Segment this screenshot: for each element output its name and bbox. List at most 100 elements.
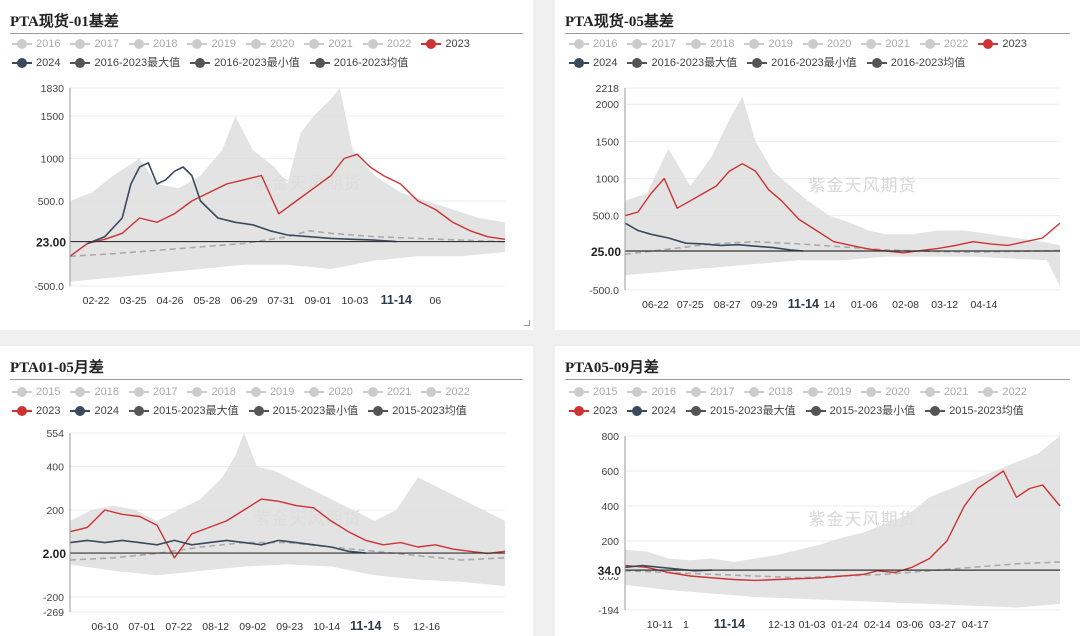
legend-label: 2016 bbox=[593, 38, 618, 50]
legend-item[interactable]: 2022 bbox=[919, 37, 968, 51]
legend-item[interactable]: 2017 bbox=[685, 385, 734, 399]
chart-title: PTA现货-01基差 bbox=[10, 14, 119, 30]
legend-item[interactable]: 2018 bbox=[685, 37, 735, 51]
series-line-2024 bbox=[87, 162, 397, 245]
min-max-range-band bbox=[70, 433, 505, 587]
legend-marker-icon bbox=[128, 406, 149, 416]
legend-label: 2018 bbox=[709, 38, 735, 50]
legend-item[interactable]: 2017 bbox=[627, 37, 676, 51]
series-line-2024 bbox=[69, 539, 366, 554]
legend-item[interactable]: 2015-2023最大值 bbox=[128, 404, 239, 418]
x-tick-label: 10-14 bbox=[313, 621, 340, 633]
legend-row: 2024 2016-2023最大值 2016-2023最小值 2016-2023均值 bbox=[569, 56, 975, 70]
legend-item[interactable]: 2022 bbox=[421, 385, 470, 399]
legend-item[interactable]: 2016 bbox=[627, 385, 676, 399]
legend-marker-icon bbox=[569, 39, 589, 49]
legend-item[interactable]: 2016 bbox=[569, 37, 617, 51]
legend-item[interactable]: 2023 bbox=[12, 404, 60, 418]
legend-label: 2016-2023最大值 bbox=[651, 57, 738, 69]
legend-item[interactable]: 2021 bbox=[304, 37, 353, 51]
legend-item[interactable]: 2016 bbox=[70, 385, 119, 399]
legend-item[interactable]: 2024 bbox=[627, 404, 676, 418]
legend-item[interactable]: 2015 bbox=[12, 385, 60, 399]
legend-label: 2023 bbox=[593, 405, 618, 417]
legend-label: 2022 bbox=[445, 386, 470, 398]
baseline-label: 34.0 bbox=[598, 564, 622, 578]
y-tick-label: 400 bbox=[46, 461, 64, 473]
legend-item[interactable]: 2016-2023最大值 bbox=[70, 56, 180, 70]
title-divider bbox=[10, 379, 523, 380]
x-tick-label: 12-16 bbox=[413, 621, 440, 633]
legend-marker-icon bbox=[627, 39, 648, 49]
legend-item[interactable]: 2015-2023最小值 bbox=[805, 404, 915, 418]
legend-item[interactable]: 2015-2023均值 bbox=[368, 404, 467, 418]
legend-marker-icon bbox=[70, 387, 91, 397]
legend-item[interactable]: 2023 bbox=[421, 37, 470, 51]
x-tick-label: 10-03 bbox=[341, 295, 368, 307]
legend-item[interactable]: 2023 bbox=[978, 37, 1027, 51]
title-divider bbox=[565, 33, 1070, 34]
legend-label: 2024 bbox=[36, 57, 61, 69]
legend-item[interactable]: 2015-2023最小值 bbox=[248, 404, 358, 418]
min-max-range-band bbox=[625, 96, 1060, 287]
legend-item[interactable]: 2017 bbox=[128, 385, 178, 399]
legend-label: 2017 bbox=[152, 386, 178, 398]
legend-item[interactable]: 2019 bbox=[187, 37, 236, 51]
legend-item[interactable]: 2016-2023最小值 bbox=[190, 56, 300, 70]
y-tick-label: -500.0 bbox=[589, 285, 619, 297]
legend-item[interactable]: 2016-2023最大值 bbox=[627, 56, 737, 70]
legend-item[interactable]: 2016-2023最小值 bbox=[747, 56, 857, 70]
legend-item[interactable]: 2018 bbox=[187, 385, 236, 399]
title-divider bbox=[10, 33, 523, 34]
legend-row: 2023 2024 2015-2023最大值 2015-2023最小值 2015-202… bbox=[12, 404, 477, 418]
legend-item[interactable]: 2020 bbox=[245, 37, 295, 51]
legend-marker-icon bbox=[569, 387, 589, 397]
x-tick-label: 04-17 bbox=[962, 619, 989, 631]
y-tick-label: 554 bbox=[46, 428, 64, 440]
baseline-label: 25.00 bbox=[591, 245, 621, 259]
legend-item[interactable]: 2022 bbox=[362, 37, 411, 51]
legend-item[interactable]: 2017 bbox=[70, 37, 119, 51]
legend-item[interactable]: 2015-2023均值 bbox=[925, 404, 1024, 418]
legend-item[interactable]: 2021 bbox=[919, 385, 968, 399]
legend-item[interactable]: 2024 bbox=[12, 56, 60, 70]
legend-marker-icon bbox=[187, 387, 208, 397]
chart-plot: 紫金天风期货 2218 2000 1500 1000 500.0 -500.0 25.00 06… bbox=[583, 83, 1061, 311]
legend-item[interactable]: 2020 bbox=[304, 385, 353, 399]
legend-item[interactable]: 2016-2023均值 bbox=[309, 56, 408, 70]
legend-item[interactable]: 2021 bbox=[861, 37, 910, 51]
legend-item[interactable]: 2020 bbox=[861, 385, 910, 399]
legend-item[interactable]: 2019 bbox=[802, 385, 851, 399]
legend-label: 2020 bbox=[269, 38, 295, 50]
y-tick-label: 400 bbox=[601, 501, 619, 513]
resize-handle[interactable] bbox=[524, 320, 530, 326]
average-line bbox=[624, 561, 1061, 579]
y-tick-label: 1000 bbox=[596, 174, 620, 186]
legend-item[interactable]: 2019 bbox=[245, 385, 294, 399]
legend-item[interactable]: 2023 bbox=[569, 404, 617, 418]
legend-item[interactable]: 2015-2023最大值 bbox=[685, 404, 796, 418]
legend-item[interactable]: 2022 bbox=[978, 385, 1027, 399]
x-tick-label: 08-12 bbox=[202, 621, 229, 633]
legend-item[interactable]: 2020 bbox=[802, 37, 851, 51]
legend-label: 2015-2023最大值 bbox=[709, 405, 796, 417]
legend-marker-icon bbox=[919, 39, 940, 49]
legend-marker-icon bbox=[866, 58, 887, 68]
legend-item[interactable]: 2019 bbox=[744, 37, 793, 51]
legend-item[interactable]: 2024 bbox=[70, 404, 119, 418]
legend-row: 2024 2016-2023最大值 2016-2023最小值 2016-2023均值 bbox=[12, 56, 418, 70]
legend-row: 2023 2024 2015-2023最大值 2015-2023最小值 2015-202… bbox=[569, 404, 1034, 418]
chart-panel-pta-spot-01-basis: PTA现货-01基差 2016 2017 2018 2019 2020 2021 2022 2… bbox=[0, 0, 533, 330]
legend-item[interactable]: 2016 bbox=[12, 37, 60, 51]
legend-item[interactable]: 2024 bbox=[569, 56, 617, 70]
legend-item[interactable]: 2021 bbox=[362, 385, 411, 399]
legend-item[interactable]: 2018 bbox=[128, 37, 177, 51]
legend-item[interactable]: 2016-2023均值 bbox=[866, 56, 965, 70]
legend-item[interactable]: 2015 bbox=[569, 385, 617, 399]
legend-label: 2015 bbox=[593, 386, 618, 398]
chart-title: PTA05-09月差 bbox=[565, 360, 659, 376]
chart-panel-pta-05-09-spread: PTA05-09月差 2015 2016 2017 2018 2019 2020 2021 2… bbox=[555, 346, 1080, 636]
legend-item[interactable]: 2018 bbox=[744, 385, 793, 399]
legend-label: 2020 bbox=[885, 386, 910, 398]
legend-marker-icon bbox=[12, 58, 32, 68]
